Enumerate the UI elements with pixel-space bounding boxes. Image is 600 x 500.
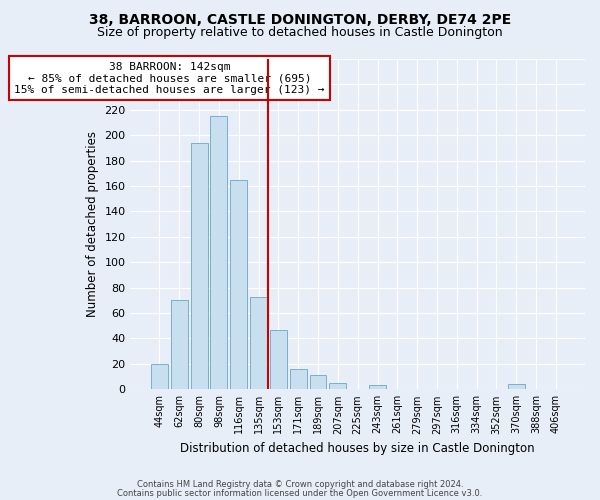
Bar [508,384,524,390]
Bar [171,300,188,390]
Bar [369,386,386,390]
Text: Contains public sector information licensed under the Open Government Licence v3: Contains public sector information licen… [118,489,482,498]
Bar [211,116,227,390]
X-axis label: Distribution of detached houses by size in Castle Donington: Distribution of detached houses by size … [181,442,535,455]
Text: Size of property relative to detached houses in Castle Donington: Size of property relative to detached ho… [97,26,503,39]
Bar [270,330,287,390]
Bar [191,143,208,390]
Bar [290,369,307,390]
Bar [250,296,267,390]
Bar [230,180,247,390]
Text: Contains HM Land Registry data © Crown copyright and database right 2024.: Contains HM Land Registry data © Crown c… [137,480,463,489]
Bar [310,376,326,390]
Bar [151,364,168,390]
Y-axis label: Number of detached properties: Number of detached properties [86,131,98,317]
Text: 38 BARROON: 142sqm
← 85% of detached houses are smaller (695)
15% of semi-detach: 38 BARROON: 142sqm ← 85% of detached hou… [14,62,325,94]
Bar [329,383,346,390]
Text: 38, BARROON, CASTLE DONINGTON, DERBY, DE74 2PE: 38, BARROON, CASTLE DONINGTON, DERBY, DE… [89,12,511,26]
